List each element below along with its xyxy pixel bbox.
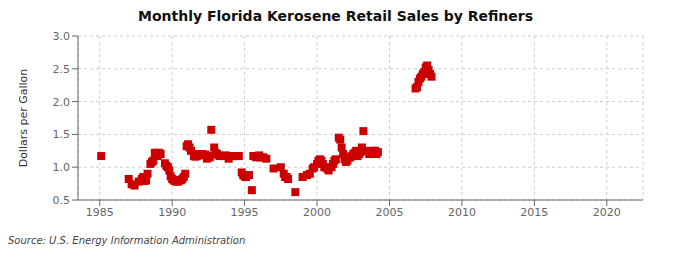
- svg-text:2005: 2005: [375, 206, 403, 219]
- svg-text:2015: 2015: [520, 206, 548, 219]
- svg-text:3.0: 3.0: [53, 30, 71, 43]
- svg-text:1.5: 1.5: [53, 128, 71, 141]
- svg-text:1990: 1990: [158, 206, 186, 219]
- svg-text:1995: 1995: [231, 206, 259, 219]
- svg-text:2.0: 2.0: [53, 96, 71, 109]
- svg-text:1.0: 1.0: [53, 161, 71, 174]
- svg-text:2.5: 2.5: [53, 63, 71, 76]
- svg-text:Dollars per Gallon: Dollars per Gallon: [17, 69, 30, 168]
- svg-text:2020: 2020: [593, 206, 621, 219]
- svg-text:1985: 1985: [86, 206, 114, 219]
- html-text:Source: U.S. Energy Informatio: Source: U.S. Energy Information Administ…: [8, 235, 246, 246]
- svg-text:2000: 2000: [303, 206, 331, 219]
- svg-text:0.5: 0.5: [53, 194, 71, 207]
- html-text:Monthly Florida Kerosene Retai: Monthly Florida Kerosene Retail Sales by…: [138, 8, 533, 24]
- svg-text:2010: 2010: [448, 206, 476, 219]
